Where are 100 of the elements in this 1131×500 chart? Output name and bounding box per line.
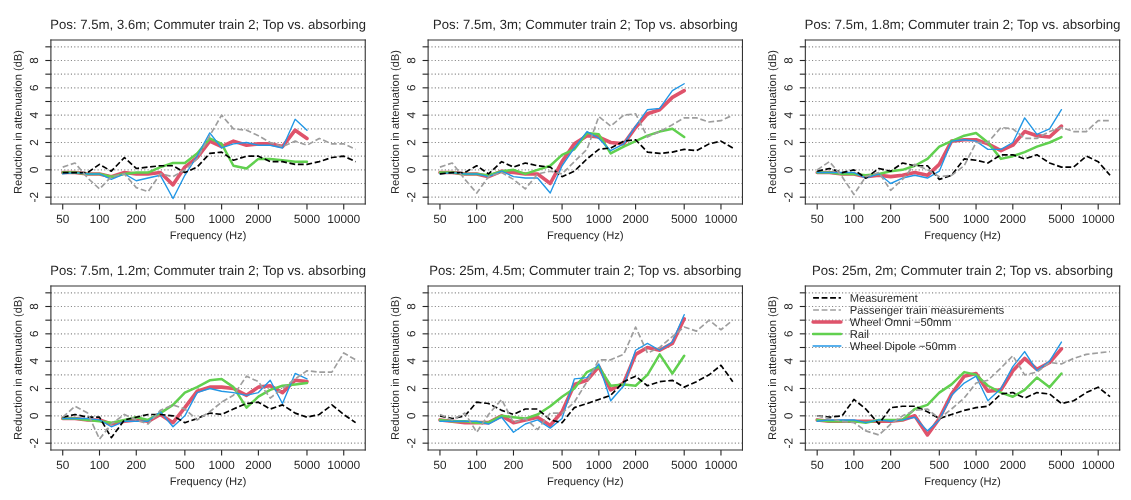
x-axis-title: Frequency (Hz): [170, 476, 246, 488]
x-tick-label: 10000: [1082, 460, 1115, 470]
x-tick-label: 100: [467, 214, 487, 224]
y-tick-label: 0: [784, 167, 793, 173]
legend-label: Wheel Omni −50mm: [849, 317, 951, 326]
x-tick-label: 50: [56, 214, 69, 224]
y-tick-label: 6: [29, 331, 39, 337]
x-tick-label: 5000: [671, 214, 697, 224]
y-tick-label: 2: [29, 385, 39, 392]
y-tick-label: 4: [407, 112, 416, 119]
x-tick-label: 500: [929, 214, 949, 224]
x-tick-label: 5000: [1048, 460, 1075, 470]
x-tick-label: 1000: [586, 214, 612, 224]
y-tick-label: 4: [29, 358, 39, 365]
y-tick-label: 2: [784, 385, 793, 392]
x-tick-label: 10000: [705, 460, 737, 470]
y-tick-label: 8: [29, 57, 39, 64]
y-tick-label: 0: [29, 413, 39, 419]
x-tick-label: 50: [433, 460, 447, 470]
chart-title: Pos: 7.5m, 1.8m; Commuter train 2; Top vs. absorbing: [805, 19, 1120, 32]
y-axis-title: Reduction in attenuation (dB): [390, 50, 402, 194]
chart-title: Pos: 7.5m, 1.2m; Commuter train 2; Top vs. absorbing: [51, 265, 366, 278]
y-tick-label: 6: [407, 331, 416, 337]
y-tick-label: 4: [29, 112, 39, 119]
legend-label: Rail: [850, 329, 869, 339]
x-tick-label: 2000: [623, 214, 649, 224]
y-axis-title: Reduction in attenuation (dB): [390, 296, 402, 440]
x-axis-title: Frequency (Hz): [547, 230, 623, 242]
x-tick-label: 100: [844, 214, 864, 224]
y-tick-label: 6: [29, 85, 39, 91]
chart-title: Pos: 7.5m, 3.6m; Commuter train 2; Top vs. absorbing: [51, 19, 366, 32]
x-tick-label: 10000: [328, 214, 360, 224]
x-tick-label: 5000: [1048, 214, 1075, 224]
y-tick-label: 8: [784, 57, 793, 64]
x-tick-label: 200: [504, 460, 523, 470]
y-axis-title: Reduction in attenuation (dB): [13, 50, 24, 194]
chart-title: Pos: 25m, 4.5m; Commuter train 2; Top vs. absorbing: [430, 265, 741, 278]
x-tick-label: 500: [552, 460, 572, 470]
legend-label: Measurement: [850, 294, 918, 302]
x-tick-label: 200: [881, 460, 901, 470]
x-axis-title: Frequency (Hz): [925, 476, 1001, 488]
y-tick-label: 8: [29, 303, 39, 310]
x-tick-label: 10000: [1082, 214, 1115, 224]
y-tick-label: -2: [784, 192, 793, 202]
x-tick-label: 1000: [209, 460, 235, 470]
y-axis-title: Reduction in attenuation (dB): [13, 296, 24, 440]
x-tick-label: 500: [552, 214, 572, 224]
x-tick-label: 200: [127, 460, 146, 470]
x-tick-label: 1000: [963, 460, 989, 470]
y-tick-label: -2: [29, 438, 39, 448]
x-tick-label: 1000: [963, 214, 989, 224]
y-tick-label: 4: [784, 358, 793, 365]
x-axis-title: Frequency (Hz): [925, 230, 1001, 242]
x-tick-label: 200: [127, 214, 146, 224]
x-tick-label: 50: [433, 214, 447, 224]
x-axis-title: Frequency (Hz): [170, 230, 246, 242]
x-tick-label: 2000: [245, 460, 272, 470]
x-tick-label: 2000: [1000, 214, 1026, 224]
x-axis-title: Frequency (Hz): [547, 476, 623, 488]
y-tick-label: 2: [407, 139, 416, 146]
y-tick-label: 2: [784, 139, 793, 146]
y-tick-label: 0: [784, 413, 793, 419]
x-tick-label: 50: [811, 460, 824, 470]
y-tick-label: 6: [784, 331, 793, 337]
y-axis-title: Reduction in attenuation (dB): [768, 50, 779, 194]
legend-label: Wheel Dipole −50mm: [849, 341, 956, 353]
y-tick-label: -2: [784, 438, 793, 448]
x-tick-label: 500: [175, 460, 195, 470]
x-tick-label: 100: [90, 460, 109, 470]
x-tick-label: 100: [467, 460, 487, 470]
chart-title: Pos: 7.5m, 3m; Commuter train 2; Top vs. absorbing: [433, 19, 737, 32]
y-tick-label: 8: [784, 303, 793, 310]
y-tick-label: 0: [407, 413, 416, 419]
y-tick-label: 6: [784, 85, 793, 91]
x-tick-label: 10000: [328, 460, 360, 470]
y-tick-label: 0: [407, 167, 416, 173]
y-tick-label: 2: [407, 385, 416, 392]
x-tick-label: 200: [504, 214, 523, 224]
x-tick-label: 500: [175, 214, 195, 224]
x-tick-label: 1000: [586, 460, 612, 470]
y-tick-label: -2: [29, 192, 39, 202]
y-axis-title: Reduction in attenuation (dB): [768, 296, 779, 440]
y-tick-label: 2: [29, 139, 39, 146]
x-tick-label: 2000: [1000, 460, 1026, 470]
y-tick-label: 4: [407, 358, 416, 365]
x-tick-label: 50: [56, 460, 69, 470]
x-tick-label: 1000: [209, 214, 235, 224]
x-tick-label: 2000: [245, 214, 272, 224]
x-tick-label: 100: [90, 214, 109, 224]
y-tick-label: 6: [407, 85, 416, 91]
x-tick-label: 50: [811, 214, 824, 224]
y-tick-label: 4: [784, 112, 793, 119]
legend-label: Passenger train measurements: [850, 305, 1004, 317]
x-tick-label: 200: [881, 214, 901, 224]
x-tick-label: 2000: [623, 460, 649, 470]
x-tick-label: 5000: [294, 460, 320, 470]
y-tick-label: 8: [407, 57, 416, 64]
y-tick-label: -2: [407, 192, 416, 202]
y-tick-label: -2: [407, 438, 416, 448]
x-tick-label: 5000: [294, 214, 320, 224]
